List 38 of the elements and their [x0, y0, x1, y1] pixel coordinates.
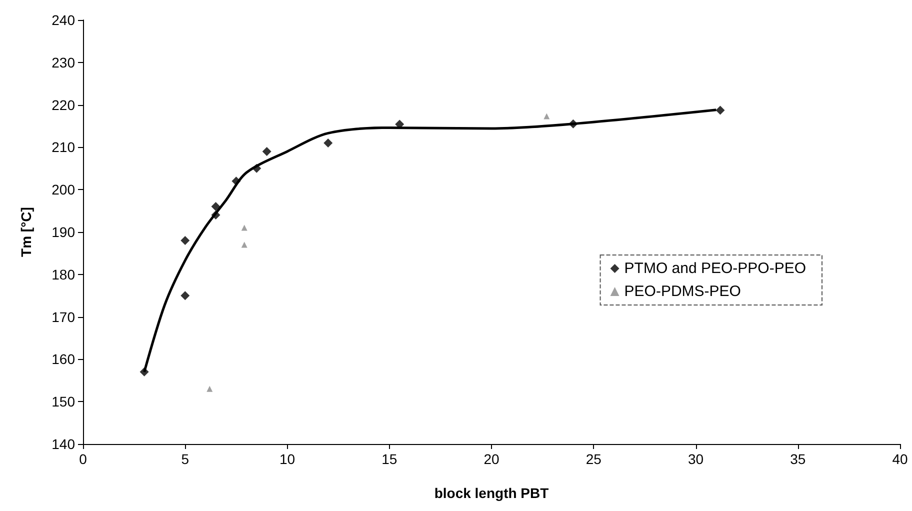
x-tick-label: 20	[484, 451, 500, 467]
y-tick-label: 170	[52, 308, 76, 325]
y-tick-label: 140	[52, 436, 76, 452]
point	[211, 210, 220, 220]
y-tick-label: 190	[52, 224, 76, 240]
x-tick-label: 40	[892, 451, 908, 467]
point	[140, 367, 149, 376]
point	[324, 138, 333, 148]
y-tick-label: 210	[52, 139, 76, 156]
x-tick-label: 15	[382, 451, 398, 467]
y-tick-label: 220	[52, 96, 76, 113]
x-tick-label: 10	[279, 451, 296, 467]
y-tick-label: 230	[52, 54, 76, 70]
point	[180, 236, 190, 245]
y-tick-label: 200	[52, 182, 76, 198]
x-tick-label: 25	[586, 451, 602, 467]
x-tick-label: 5	[181, 451, 190, 467]
point	[211, 202, 220, 212]
x-tick-label: 30	[688, 451, 704, 467]
y-tick-label: 180	[52, 266, 76, 282]
x-axis-title: block length PBT	[434, 485, 550, 501]
legend-label: PTMO and PEO-PPO-PEO	[624, 260, 806, 277]
y-tick-label: 160	[52, 351, 76, 368]
point	[241, 224, 248, 231]
point	[262, 146, 272, 156]
y-tick-label: 150	[52, 394, 76, 410]
point	[544, 113, 550, 120]
y-tick-label: 240	[52, 12, 76, 28]
point	[568, 119, 578, 128]
x-tick-label: 0	[79, 451, 88, 467]
point	[206, 386, 213, 392]
x-tick-label: 35	[790, 451, 806, 467]
legend-label: PEO-PDMS-PEO	[624, 283, 741, 300]
point	[716, 106, 725, 115]
point	[180, 291, 190, 300]
point	[252, 164, 262, 173]
y-axis-title: Tm [°C]	[18, 207, 34, 257]
point	[241, 242, 248, 248]
